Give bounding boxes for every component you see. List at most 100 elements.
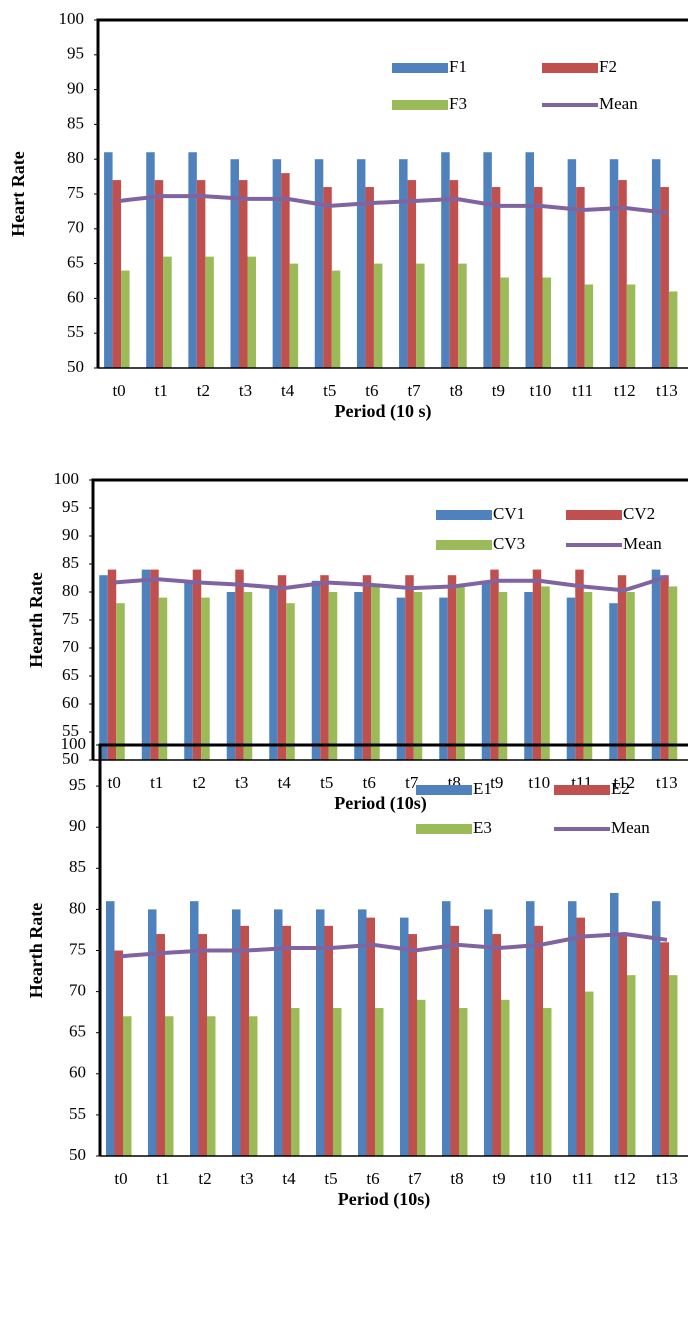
x-tick-label: t13 <box>656 1169 678 1188</box>
y-axis-title: Hearth Rate <box>26 572 46 667</box>
bar <box>116 603 125 760</box>
y-tick-label: 70 <box>67 218 84 237</box>
y-tick-label: 95 <box>62 497 79 516</box>
y-tick-label: 85 <box>62 553 79 572</box>
bar <box>196 180 206 368</box>
x-tick-label: t2 <box>198 1169 211 1188</box>
bar <box>567 159 577 368</box>
bar <box>525 152 534 368</box>
x-tick-label: t8 <box>450 1169 463 1188</box>
legend-swatch <box>392 100 448 110</box>
bar <box>459 1008 468 1156</box>
bar <box>314 159 324 368</box>
bar <box>610 892 619 1156</box>
legend-label: E1 <box>473 779 492 798</box>
bar <box>373 263 383 368</box>
y-tick-label: 50 <box>62 749 79 768</box>
plot-frame <box>91 478 688 760</box>
bar <box>417 999 426 1156</box>
y-tick-label: 50 <box>67 357 84 376</box>
bar <box>481 580 491 760</box>
bar <box>490 569 499 760</box>
x-tick-label: t4 <box>281 381 295 400</box>
bar <box>371 586 380 760</box>
legend-swatch <box>436 540 492 550</box>
legend-label: F1 <box>449 57 467 76</box>
bar <box>239 180 248 368</box>
bar <box>400 917 409 1156</box>
legend-swatch <box>392 63 448 73</box>
bar <box>669 975 678 1156</box>
bar <box>163 256 172 368</box>
bar <box>626 592 635 760</box>
bar <box>207 1016 216 1156</box>
bar <box>408 934 417 1156</box>
x-tick-label: t12 <box>613 773 635 792</box>
y-tick-label: 100 <box>59 9 85 28</box>
legend-swatch <box>436 510 492 520</box>
bar <box>498 592 508 760</box>
y-tick-label: 60 <box>67 287 84 306</box>
y-tick-label: 55 <box>62 721 79 740</box>
bar <box>501 999 510 1156</box>
y-tick-label: 65 <box>62 665 79 684</box>
legend-swatch <box>554 785 610 795</box>
legend-label: E2 <box>611 779 630 798</box>
bar <box>375 1008 384 1156</box>
y-tick-label: 90 <box>67 79 84 98</box>
bar <box>609 603 618 760</box>
bar <box>311 580 321 760</box>
y-tick-label: 80 <box>67 148 84 167</box>
bar <box>449 180 459 368</box>
bar <box>277 575 287 760</box>
legend-label: CV1 <box>493 504 525 523</box>
bar <box>205 256 214 368</box>
x-tick-label: t6 <box>366 1169 379 1188</box>
bar <box>99 575 108 760</box>
y-tick-label: 55 <box>69 1104 86 1123</box>
bar <box>104 152 113 368</box>
x-tick-label: t7 <box>407 381 421 400</box>
y-tick-label: 85 <box>69 857 86 876</box>
bar <box>534 187 543 368</box>
x-tick-label: t10 <box>528 773 550 792</box>
bar <box>447 575 457 760</box>
bar <box>542 277 551 368</box>
x-axis-title: Period (10s) <box>338 1189 430 1210</box>
bar <box>617 575 627 760</box>
bar <box>500 277 509 368</box>
y-tick-label: 60 <box>62 693 79 712</box>
bar <box>524 592 533 760</box>
y-tick-label: 100 <box>61 734 87 753</box>
bar <box>526 901 535 1156</box>
x-axis-title: Period (10s) <box>334 793 426 814</box>
mean-line <box>120 932 668 959</box>
plot-frame <box>98 743 688 1156</box>
bar <box>121 270 130 368</box>
bar <box>651 159 661 368</box>
x-tick-label: t8 <box>450 381 463 400</box>
x-tick-label: t3 <box>235 773 248 792</box>
bar <box>158 597 168 760</box>
bar <box>541 586 550 760</box>
legend-swatch <box>416 824 472 834</box>
bar <box>333 1008 342 1156</box>
y-tick-label: 95 <box>69 775 86 794</box>
bar <box>249 1016 258 1156</box>
bar <box>626 284 636 368</box>
y-tick-label: 70 <box>62 637 79 656</box>
bar <box>396 597 406 760</box>
bar <box>320 575 329 760</box>
y-tick-label: 60 <box>69 1063 86 1082</box>
x-tick-label: t7 <box>408 1169 422 1188</box>
bar <box>230 159 239 368</box>
chart: 50 55 60 65 70 75 80 85 90 95 100 t0 t1 t2 t3 t4 t5 t6 t7 t… <box>26 734 688 1210</box>
bar <box>148 909 157 1156</box>
x-tick-label: t10 <box>530 1169 552 1188</box>
bar <box>492 934 501 1156</box>
x-tick-label: t0 <box>108 773 121 792</box>
bar <box>316 909 325 1156</box>
bar <box>441 152 450 368</box>
bar <box>627 975 636 1156</box>
